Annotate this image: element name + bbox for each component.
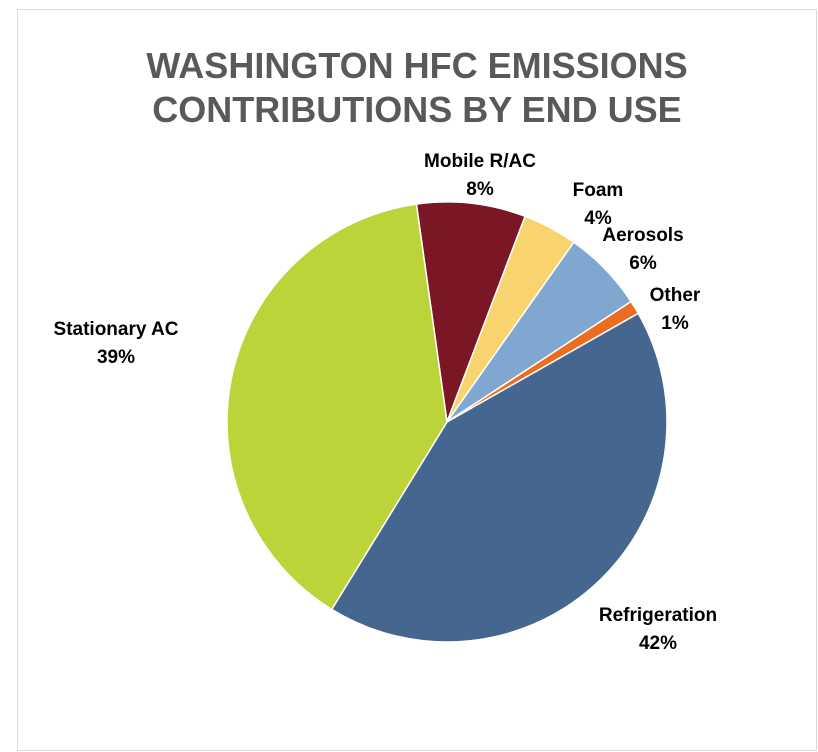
slice-label-name: Foam [573, 180, 624, 201]
pie-slice-refrigeration [330, 312, 668, 643]
pie-labels: Mobile R/AC 8% Foam 4%Aerosols 6% Other 1% Refr… [54, 151, 718, 654]
slice-label-refrigeration: Refrigeration 42% [599, 605, 717, 654]
slice-label-name: Other [650, 285, 701, 306]
slice-label-name: Aerosols [602, 225, 683, 246]
slice-label-percent: 42% [639, 633, 677, 654]
pie-chart: Mobile R/AC 8% Foam 4%Aerosols 6% Other 1% Refr… [54, 151, 718, 654]
slice-label-name: Refrigeration [599, 605, 717, 626]
slice-label-percent: 1% [661, 313, 689, 334]
slice-label-percent: 4% [584, 208, 612, 229]
pie-slice-mobile-r-ac [415, 201, 527, 423]
slice-label-stationary-ac: Stationary AC 39% [54, 319, 179, 368]
slice-label-mobile-r-ac: Mobile R/AC 8% [424, 151, 536, 200]
slice-label-aerosols: Aerosols 6% [602, 225, 683, 274]
pie-slices [226, 201, 668, 643]
chart-title: WASHINGTON HFC EMISSIONS CONTRIBUTIONS B… [18, 44, 816, 132]
slice-label-other: Other 1% [650, 285, 701, 334]
slice-label-name: Stationary AC [54, 319, 179, 340]
slice-label-foam: Foam 4% [573, 180, 624, 229]
chart-title-line-1: WASHINGTON HFC EMISSIONS [146, 45, 688, 86]
pie-slice-stationary-ac [226, 203, 448, 611]
slice-label-percent: 8% [466, 179, 494, 200]
chart-title-line-2: CONTRIBUTIONS BY END USE [152, 89, 682, 130]
slice-label-percent: 39% [97, 347, 135, 368]
slice-label-percent: 6% [629, 253, 657, 274]
slice-label-name: Mobile R/AC [424, 151, 536, 172]
chart-frame: WASHINGTON HFC EMISSIONS CONTRIBUTIONS B… [17, 9, 817, 751]
